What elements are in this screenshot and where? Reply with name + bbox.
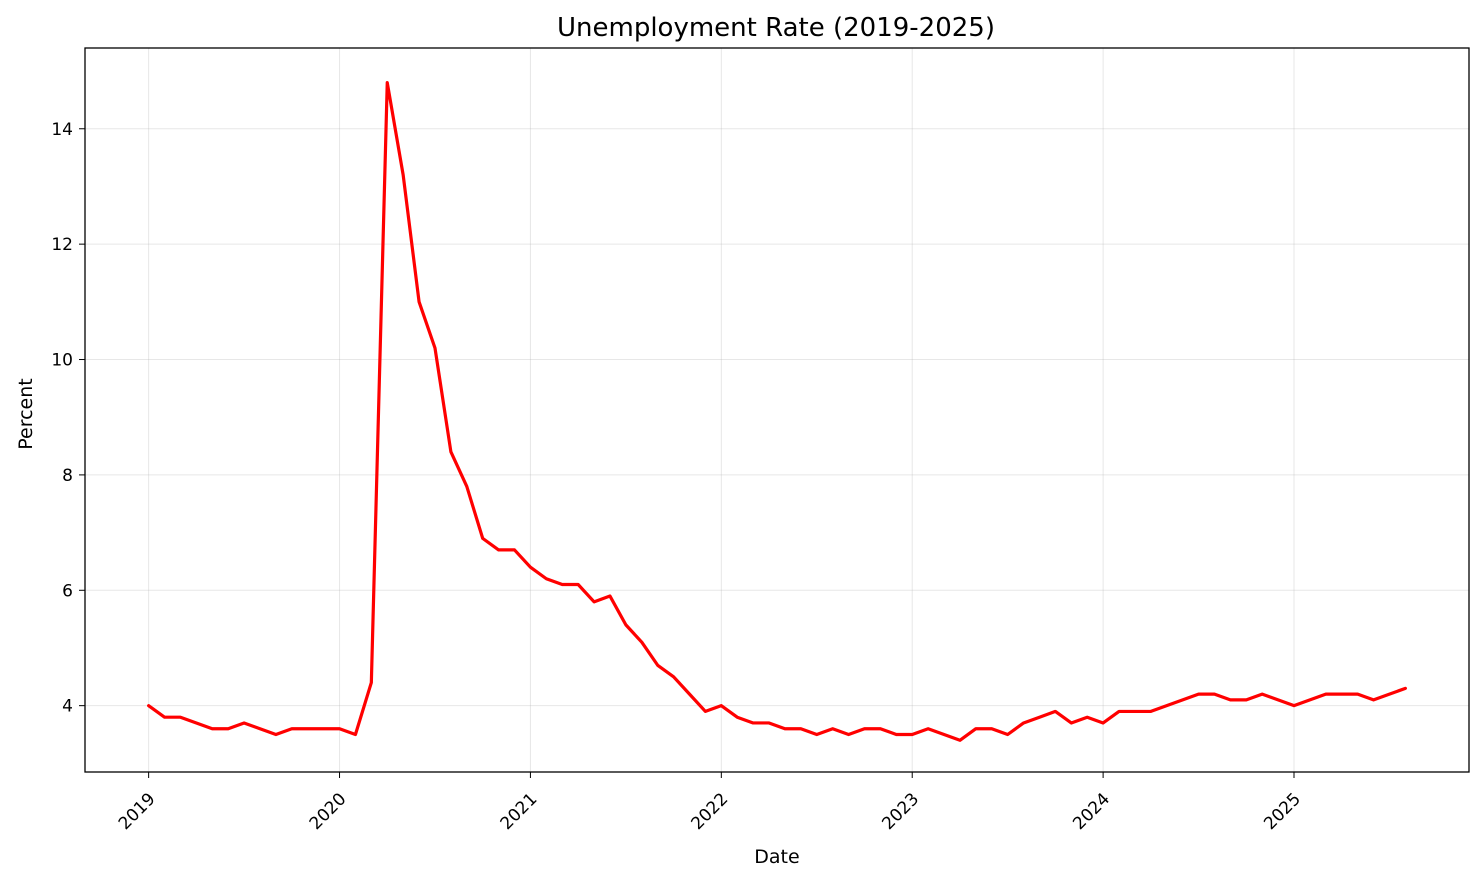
y-axis-label: Percent: [15, 378, 37, 450]
x-tick-label: 2022: [688, 789, 733, 834]
unemployment-series-line: [147, 81, 1407, 742]
series-layer: [147, 81, 1407, 742]
x-tick-label: 2019: [115, 789, 160, 834]
x-tick-label: 2021: [497, 789, 542, 834]
y-tick-label: 8: [62, 466, 73, 486]
y-tick-label: 12: [51, 235, 73, 255]
grid-lines: [85, 48, 1469, 772]
x-tick-label: 2020: [306, 789, 351, 834]
chart-title: Unemployment Rate (2019-2025): [557, 13, 995, 43]
y-axis: 4 6 8 10 12 14: [51, 120, 85, 717]
x-tick-label: 2024: [1069, 789, 1114, 834]
plot-frame: [84, 47, 1470, 773]
y-tick-label: 6: [62, 581, 73, 601]
x-tick-label: 2023: [878, 789, 923, 834]
y-tick-label: 4: [62, 697, 73, 717]
y-tick-label: 10: [51, 351, 73, 371]
x-axis: 2019 2020 2021 2022 2023 2024 2025: [115, 772, 1305, 834]
y-tick-label: 14: [51, 120, 73, 140]
x-axis-label: Date: [754, 846, 799, 868]
x-tick-label: 2025: [1260, 789, 1305, 834]
